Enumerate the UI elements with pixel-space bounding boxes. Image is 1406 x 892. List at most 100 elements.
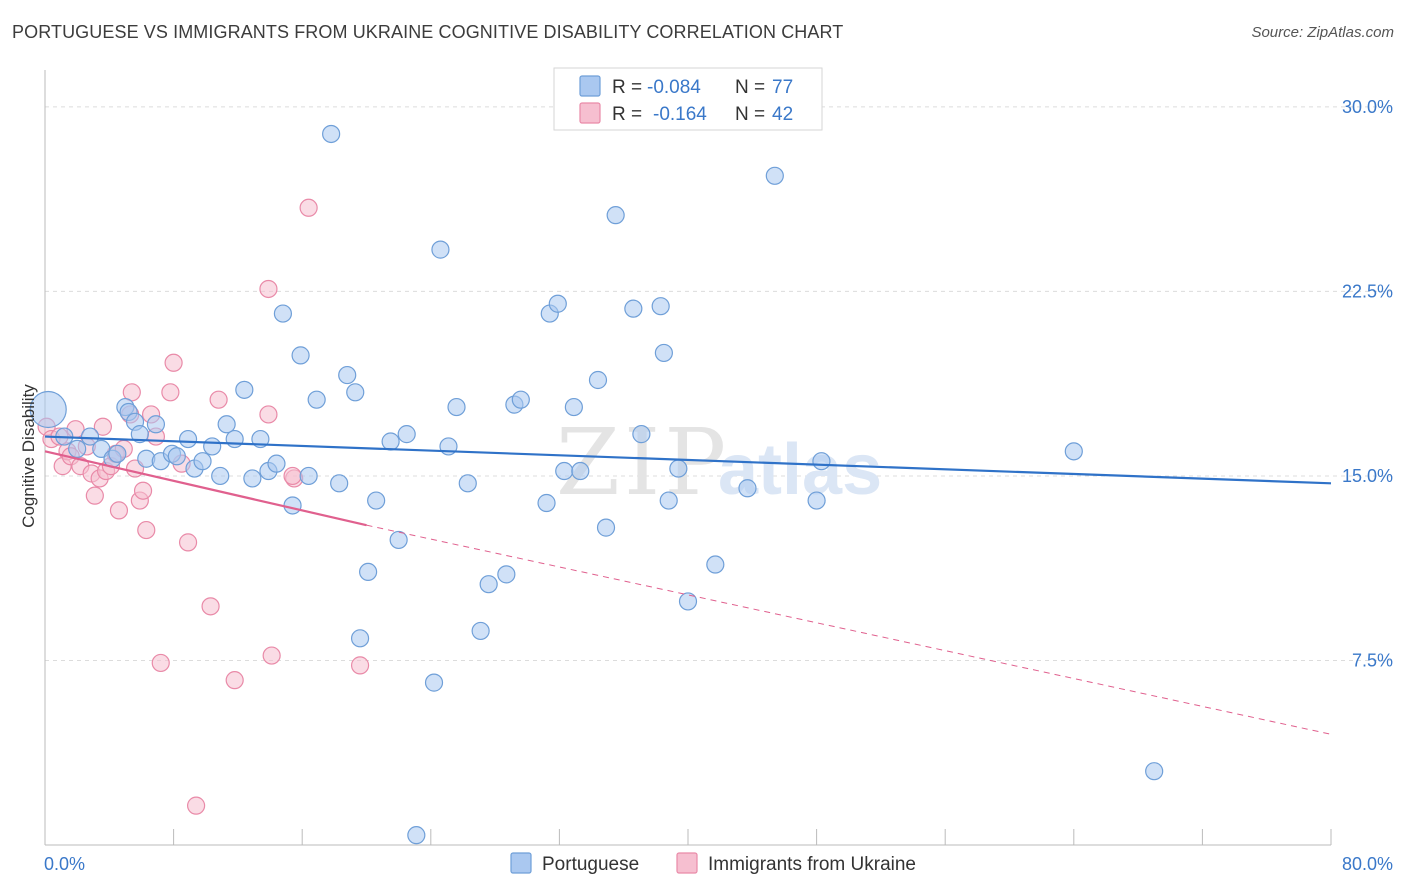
- portuguese-point: [193, 452, 212, 471]
- bottom-legend-label-ukraine: Immigrants from Ukraine: [708, 854, 916, 875]
- portuguese-point: [211, 466, 230, 486]
- portuguese-point: [596, 518, 616, 537]
- ukraine-point: [161, 383, 180, 402]
- legend-r-value-ukraine: -0.164: [653, 104, 707, 125]
- portuguese-point: [350, 629, 370, 648]
- x-tick-labels: 0.0% 80.0%: [44, 854, 1393, 874]
- portuguese-point: [29, 390, 67, 429]
- ukraine-point: [137, 520, 156, 540]
- bottom-legend-swatch-portuguese: [510, 852, 532, 874]
- watermark-atlas: atlas: [718, 430, 882, 510]
- bottom-legend: Portuguese Immigrants from Ukraine: [510, 852, 916, 875]
- portuguese-point: [68, 439, 87, 458]
- portuguese-point: [235, 380, 254, 399]
- x-tick-label: 80.0%: [1342, 854, 1393, 874]
- portuguese-point: [669, 459, 688, 478]
- portuguese-point: [146, 415, 166, 434]
- ukraine-point: [259, 279, 278, 299]
- legend-swatch-ukraine: [579, 102, 601, 124]
- legend-n-value-ukraine: 42: [772, 104, 793, 125]
- ukraine-point: [93, 417, 112, 436]
- y-tick-label: 15.0%: [1342, 466, 1393, 486]
- portuguese-point: [389, 530, 408, 550]
- y-tick-labels: 7.5% 15.0% 22.5% 30.0%: [1342, 97, 1393, 671]
- ukraine-point: [178, 533, 198, 552]
- portuguese-point: [511, 390, 530, 409]
- portuguese-point: [381, 432, 400, 451]
- ukraine-point: [133, 481, 153, 500]
- trend-line-portuguese: [44, 435, 1332, 485]
- portuguese-point: [130, 425, 149, 444]
- portuguese-point: [203, 437, 222, 456]
- portuguese-point: [407, 826, 426, 845]
- ukraine-point: [225, 671, 244, 690]
- portuguese-point: [606, 206, 625, 225]
- ukraine-point: [151, 653, 170, 673]
- portuguese-point: [338, 365, 357, 385]
- portuguese-point: [217, 415, 236, 434]
- ukraine-point: [201, 597, 220, 616]
- portuguese-point: [812, 452, 831, 471]
- portuguese-point: [225, 429, 244, 449]
- ukraine-point: [209, 390, 228, 409]
- series-portuguese-points: [29, 124, 1164, 845]
- portuguese-point: [359, 562, 378, 582]
- portuguese-point: [322, 124, 341, 144]
- legend-n-label-portuguese: N =: [735, 77, 765, 98]
- y-tick-label: 22.5%: [1342, 281, 1393, 301]
- portuguese-point: [330, 474, 349, 493]
- portuguese-point: [706, 555, 725, 574]
- y-tick-label: 30.0%: [1342, 97, 1393, 117]
- portuguese-point: [564, 397, 583, 417]
- source-credit: Source: ZipAtlas.com: [1251, 24, 1394, 41]
- legend-n-label-ukraine: N =: [735, 104, 765, 125]
- legend-r-label-ukraine: R =: [612, 104, 642, 125]
- axes: [44, 70, 1332, 846]
- ukraine-point: [259, 405, 278, 424]
- ukraine-point: [109, 501, 129, 520]
- portuguese-point: [1145, 762, 1164, 781]
- x-tick-label: 0.0%: [44, 854, 85, 874]
- legend-box: R = -0.084 N = 77 R = -0.164 N = 42: [553, 67, 823, 131]
- portuguese-point: [548, 294, 567, 313]
- ukraine-point: [350, 656, 370, 675]
- watermark: ZIP atlas: [556, 409, 882, 516]
- portuguese-point: [243, 469, 262, 488]
- legend-swatch-portuguese: [579, 75, 601, 97]
- portuguese-point: [588, 370, 608, 390]
- portuguese-point: [678, 592, 698, 611]
- portuguese-point: [283, 496, 302, 515]
- portuguese-point: [651, 297, 670, 316]
- portuguese-point: [537, 493, 556, 513]
- portuguese-point: [1064, 442, 1083, 461]
- portuguese-point: [267, 454, 286, 473]
- legend-r-label-portuguese: R =: [612, 77, 642, 98]
- portuguese-point: [632, 425, 651, 444]
- portuguese-point: [299, 466, 318, 486]
- portuguese-point: [424, 673, 444, 692]
- portuguese-point: [458, 474, 477, 493]
- ukraine-point: [187, 796, 206, 815]
- portuguese-point: [346, 383, 365, 402]
- trend-line-ukraine-extension: [366, 524, 1332, 735]
- portuguese-point: [471, 621, 490, 641]
- ukraine-point: [262, 646, 281, 665]
- trend-line-ukraine: [44, 450, 367, 527]
- bottom-legend-swatch-ukraine: [676, 852, 698, 874]
- portuguese-point: [80, 427, 100, 446]
- legend-r-value-portuguese: -0.084: [647, 77, 701, 98]
- portuguese-point: [178, 429, 198, 449]
- y-tick-label: 7.5%: [1352, 650, 1393, 670]
- portuguese-point: [807, 491, 826, 510]
- portuguese-point: [765, 166, 784, 185]
- portuguese-point: [659, 491, 678, 510]
- portuguese-point: [479, 575, 498, 594]
- y-axis-label: Cognitive Disability: [19, 384, 38, 528]
- portuguese-point: [291, 346, 310, 365]
- portuguese-point: [497, 565, 516, 584]
- legend-n-value-portuguese: 77: [772, 77, 793, 98]
- ukraine-point: [164, 353, 183, 372]
- ukraine-point: [85, 486, 104, 505]
- portuguese-point: [555, 461, 574, 481]
